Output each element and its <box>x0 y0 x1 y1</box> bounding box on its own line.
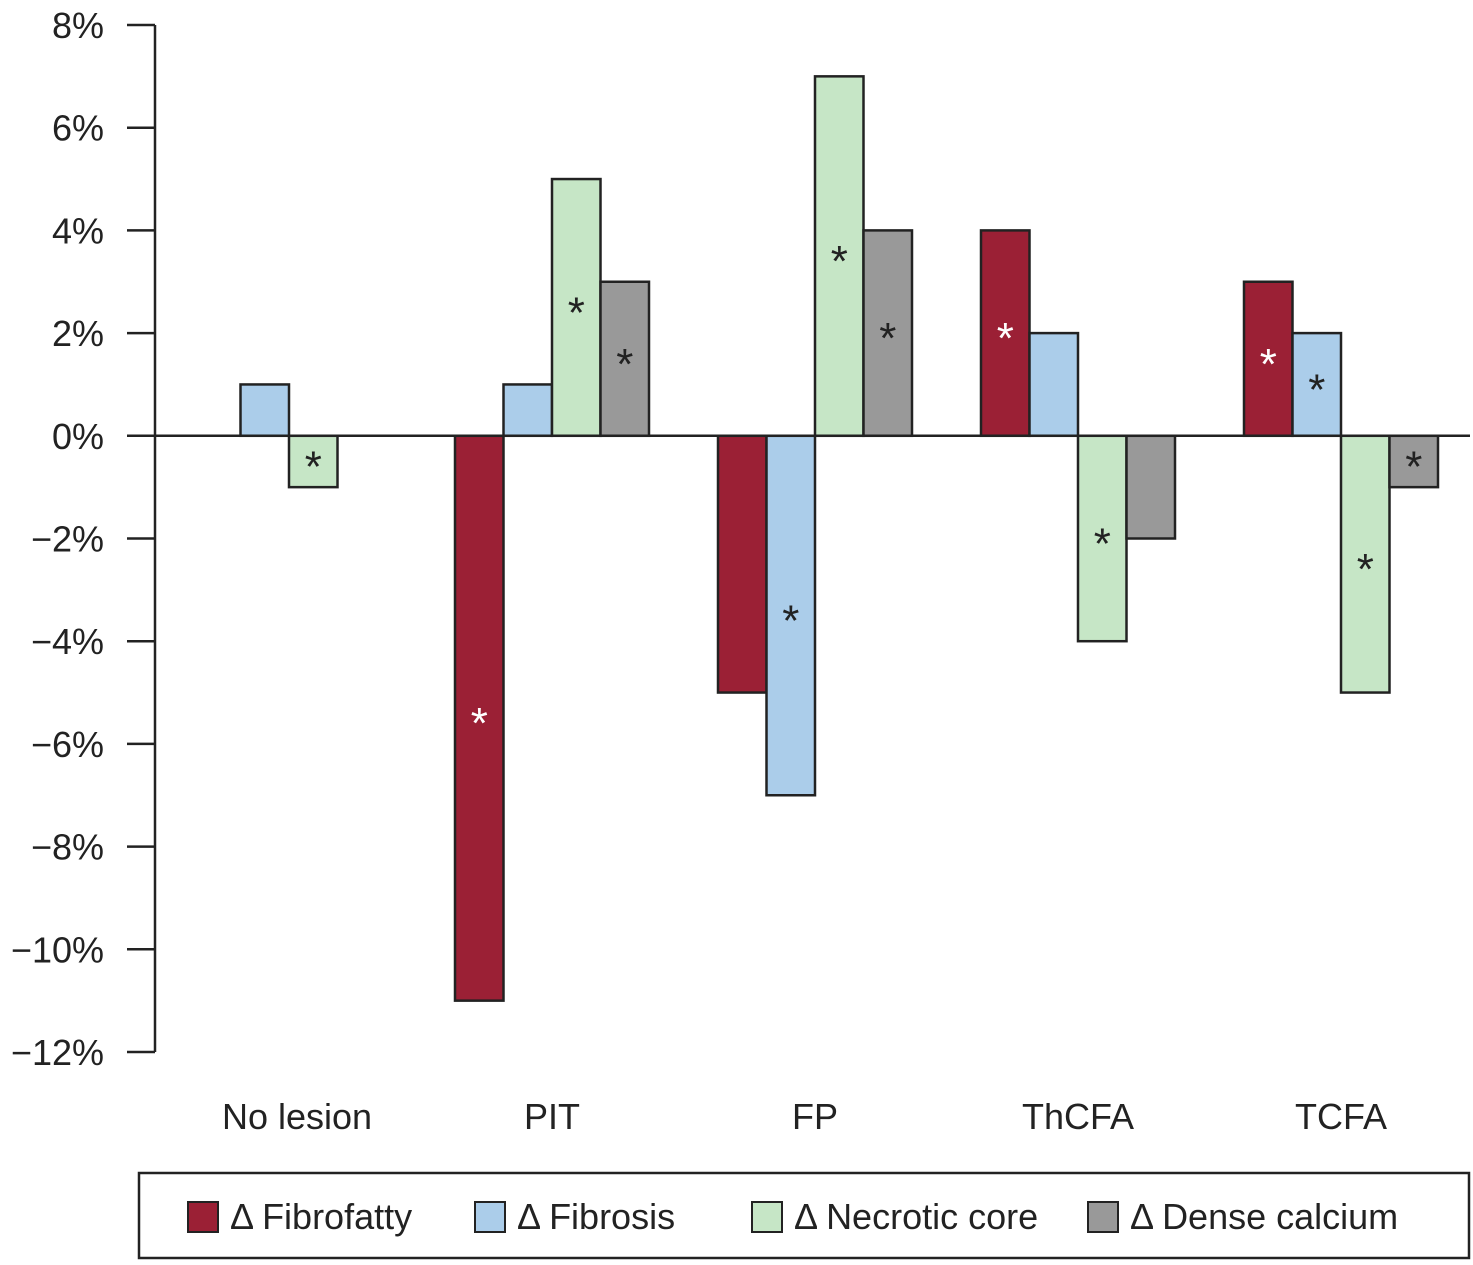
legend-label: Δ Dense calcium <box>1130 1196 1398 1237</box>
significance-asterisk: * <box>1094 520 1111 569</box>
x-tick-label: TCFA <box>1295 1096 1387 1137</box>
legend-swatch <box>751 1201 783 1233</box>
bar <box>765 434 817 797</box>
significance-asterisk: * <box>1357 545 1374 594</box>
legend-swatch <box>187 1201 219 1233</box>
axes-layer: No lesion PIT FP ThCFA TCFA 8% 6% 4% 2% 0% −2% −4% −… <box>11 5 1470 1137</box>
y-tick-label: −6% <box>31 724 104 765</box>
significance-asterisk: * <box>305 442 322 491</box>
significance-asterisk: * <box>782 597 799 646</box>
legend-label: Δ Fibrosis <box>517 1196 675 1237</box>
legend-label: Δ Fibrofatty <box>230 1196 412 1237</box>
bar <box>1125 434 1177 540</box>
significance-asterisk: * <box>568 288 585 337</box>
bar <box>1242 280 1294 438</box>
legend-swatch <box>474 1201 506 1233</box>
legend: Δ Fibrofatty Δ Fibrosis Δ Necrotic core Δ D… <box>137 1171 1471 1260</box>
y-tick-label: −2% <box>31 519 104 560</box>
y-tick-label: 4% <box>52 210 104 251</box>
x-tick-label: No lesion <box>222 1096 372 1137</box>
y-tick-label: 2% <box>52 313 104 354</box>
bar <box>979 229 1031 438</box>
bar <box>1339 434 1391 694</box>
bar <box>287 434 339 489</box>
bar <box>1291 331 1343 438</box>
legend-box <box>137 1171 1471 1260</box>
legend-label: Δ Necrotic core <box>794 1196 1038 1237</box>
bar <box>813 75 865 438</box>
y-tick-label: 6% <box>52 108 104 149</box>
y-tick-label: −4% <box>31 621 104 662</box>
y-tick-label: 8% <box>52 5 104 46</box>
significance-asterisk: * <box>997 314 1014 363</box>
bar <box>1076 434 1128 643</box>
bar <box>453 434 505 1002</box>
bar <box>239 383 291 438</box>
bar <box>502 383 554 438</box>
significance-asterisk: * <box>616 340 633 389</box>
bar <box>1028 331 1080 438</box>
x-tick-label: FP <box>792 1096 838 1137</box>
significance-asterisk: * <box>1405 442 1422 491</box>
significance-asterisk: * <box>1260 340 1277 389</box>
significance-asterisk: * <box>1308 365 1325 414</box>
y-tick-label: −10% <box>11 929 104 970</box>
significance-asterisk: * <box>831 237 848 286</box>
legend-swatch <box>1087 1201 1119 1233</box>
bar <box>716 434 768 694</box>
bar <box>599 280 651 438</box>
bar <box>1388 434 1440 489</box>
x-tick-label: ThCFA <box>1022 1096 1134 1137</box>
significance-asterisk: * <box>471 699 488 748</box>
y-tick-label: 0% <box>52 416 104 457</box>
y-tick-label: −12% <box>11 1032 104 1073</box>
y-tick-label: −8% <box>31 827 104 868</box>
significance-asterisk: * <box>879 314 896 363</box>
x-tick-label: PIT <box>524 1096 580 1137</box>
bars-layer: * * * * * * * * * * * * * <box>239 75 1440 1002</box>
